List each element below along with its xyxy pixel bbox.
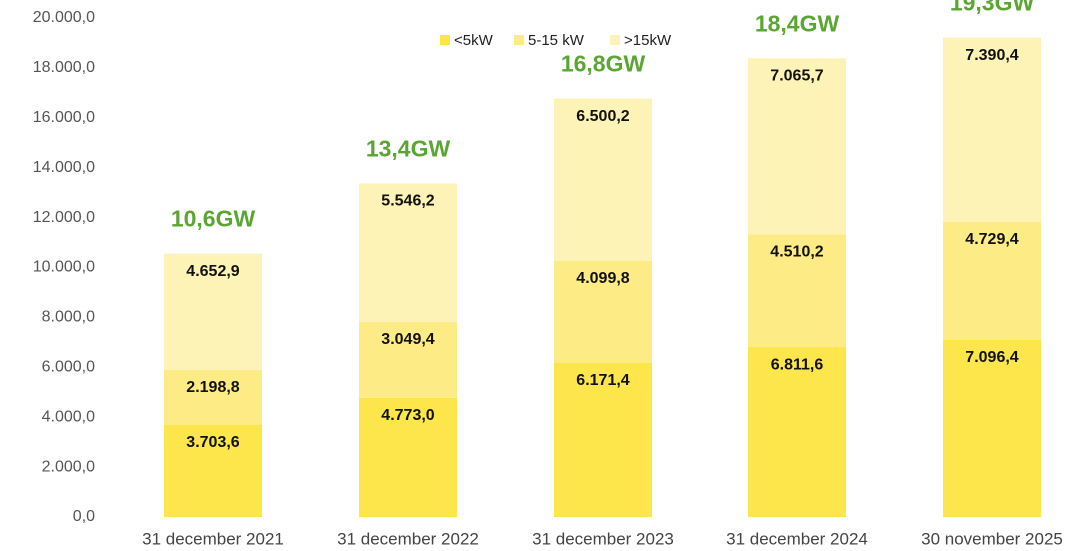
value-label: 6.171,4 xyxy=(576,372,629,389)
bar-segment xyxy=(164,424,262,517)
value-label: 6.811,6 xyxy=(771,356,824,373)
value-label: 4.729,4 xyxy=(965,231,1018,248)
y-tick-label: 4.000,0 xyxy=(42,408,95,425)
value-label: 4.510,2 xyxy=(770,244,823,261)
bar-segment xyxy=(554,363,652,517)
x-tick-label: 31 december 2023 xyxy=(532,529,674,548)
bar-segment xyxy=(164,369,262,425)
x-tick-label: 31 december 2024 xyxy=(726,529,868,548)
legend-swatch xyxy=(610,35,620,45)
bar-segment xyxy=(554,260,652,364)
y-tick-label: 2.000,0 xyxy=(42,458,95,475)
value-label: 4.773,0 xyxy=(381,407,434,424)
value-label: 7.390,4 xyxy=(965,47,1018,64)
y-tick-label: 8.000,0 xyxy=(42,309,95,326)
y-tick-label: 12.000,0 xyxy=(33,209,95,226)
bar-segment xyxy=(359,183,457,322)
x-tick-label: 31 december 2022 xyxy=(337,529,479,548)
total-label: 10,6GW xyxy=(171,206,256,232)
bar-segment xyxy=(748,347,846,517)
bar-segment xyxy=(359,321,457,398)
value-label: 7.065,7 xyxy=(770,67,823,84)
y-tick-label: 14.000,0 xyxy=(33,159,95,176)
bar-segment xyxy=(748,58,846,235)
legend-swatch xyxy=(440,35,450,45)
y-tick-label: 10.000,0 xyxy=(33,259,95,276)
total-label: 16,8GW xyxy=(561,51,646,77)
bar-segment xyxy=(943,339,1041,517)
legend-label: 5-15 kW xyxy=(528,32,585,49)
total-label: 13,4GW xyxy=(366,136,451,162)
bar-segment xyxy=(164,253,262,370)
value-label: 5.546,2 xyxy=(381,193,434,210)
bar-segment xyxy=(943,221,1041,340)
legend-label: >15kW xyxy=(624,32,672,49)
value-label: 2.198,8 xyxy=(186,379,239,396)
y-tick-label: 20.000,0 xyxy=(33,9,95,26)
bar-segment xyxy=(748,234,846,348)
y-tick-label: 18.000,0 xyxy=(33,59,95,76)
y-tick-label: 6.000,0 xyxy=(42,359,95,376)
legend-swatch xyxy=(514,35,524,45)
legend-label: <5kW xyxy=(454,32,494,49)
bar-segment xyxy=(359,397,457,517)
total-label: 18,4GW xyxy=(755,10,840,36)
x-tick-label: 30 november 2025 xyxy=(921,529,1063,548)
bar-segment xyxy=(554,98,652,261)
value-label: 3.049,4 xyxy=(381,331,434,348)
value-label: 3.703,6 xyxy=(186,434,239,451)
y-tick-label: 0,0 xyxy=(73,508,95,525)
y-tick-label: 16.000,0 xyxy=(33,109,95,126)
value-label: 6.500,2 xyxy=(576,108,629,125)
value-label: 4.652,9 xyxy=(186,263,239,280)
value-label: 7.096,4 xyxy=(965,349,1018,366)
x-tick-label: 31 december 2021 xyxy=(142,529,284,548)
bar-segment xyxy=(943,37,1041,222)
total-label: 19,3GW xyxy=(950,0,1035,16)
value-label: 4.099,8 xyxy=(576,270,629,287)
